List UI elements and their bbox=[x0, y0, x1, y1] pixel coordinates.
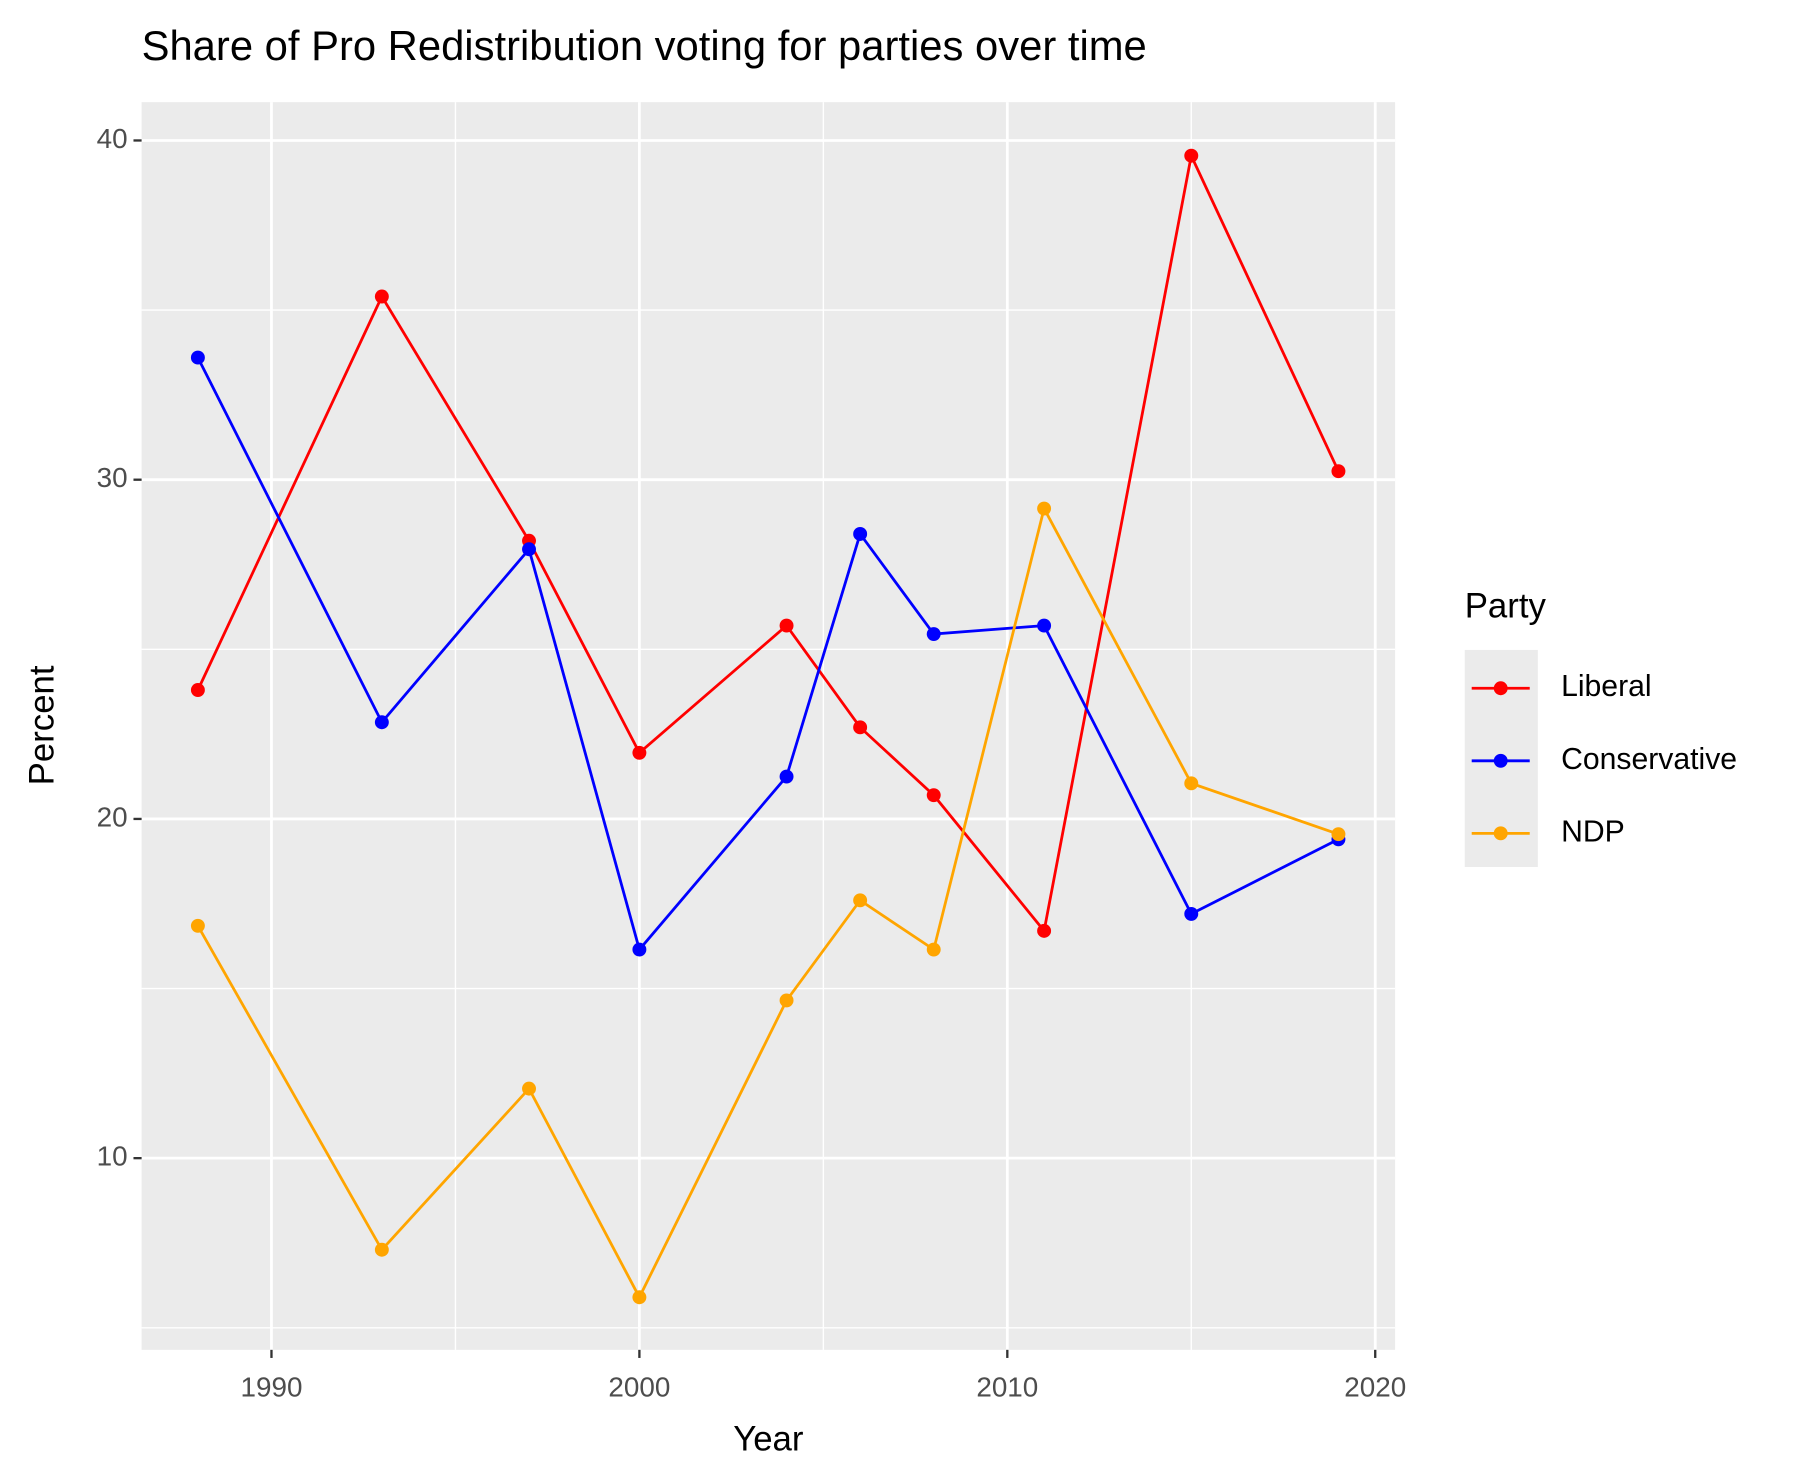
series-line bbox=[196, 151, 1340, 935]
data-point bbox=[374, 715, 389, 730]
data-point bbox=[1331, 464, 1346, 479]
data-point bbox=[926, 942, 941, 957]
x-tick-label: 2000 bbox=[608, 1372, 670, 1403]
data-point bbox=[1184, 776, 1199, 791]
data-point bbox=[1331, 827, 1346, 842]
panel-background bbox=[141, 102, 1396, 1350]
data-point bbox=[190, 683, 205, 697]
data-point bbox=[853, 527, 868, 541]
y-axis-title: Percent bbox=[22, 665, 61, 785]
data-point bbox=[190, 918, 205, 933]
data-point bbox=[779, 769, 794, 784]
data-point bbox=[1184, 148, 1199, 163]
data-point bbox=[926, 788, 941, 803]
data-point bbox=[779, 618, 794, 633]
data-point bbox=[522, 1081, 536, 1096]
data-point bbox=[632, 942, 647, 957]
data-point bbox=[1037, 618, 1052, 633]
x-tick-label: 1990 bbox=[240, 1372, 302, 1403]
y-tick-label: 10 bbox=[97, 1141, 128, 1172]
legend-key-point bbox=[1493, 826, 1508, 841]
data-point bbox=[632, 1290, 647, 1305]
y-tick-label: 20 bbox=[97, 801, 128, 832]
data-point bbox=[190, 350, 205, 365]
data-point bbox=[1037, 501, 1052, 516]
data-point bbox=[632, 745, 647, 760]
y-tick-label: 30 bbox=[97, 462, 128, 493]
legend-label: Liberal bbox=[1561, 670, 1652, 703]
legend-label: Conservative bbox=[1561, 743, 1737, 776]
legend-label: NDP bbox=[1561, 815, 1625, 848]
y-tick-label: 40 bbox=[97, 123, 128, 154]
legend-title: Party bbox=[1465, 586, 1547, 625]
x-tick-label: 2020 bbox=[1344, 1372, 1406, 1403]
x-tick-label: 2010 bbox=[976, 1372, 1038, 1403]
series-line bbox=[196, 356, 1340, 953]
data-point bbox=[374, 289, 389, 304]
data-point bbox=[1184, 906, 1199, 921]
legend-key-point bbox=[1493, 681, 1508, 696]
legend-key-point bbox=[1493, 753, 1508, 768]
data-point bbox=[853, 720, 868, 735]
data-point bbox=[1037, 923, 1052, 938]
data-point bbox=[853, 893, 868, 908]
data-point bbox=[374, 1242, 389, 1257]
series-line bbox=[196, 504, 1339, 1301]
x-axis-title: Year bbox=[733, 1420, 804, 1459]
data-point bbox=[926, 627, 941, 642]
chart-title: Share of Pro Redistribution voting for p… bbox=[142, 22, 1147, 69]
data-point bbox=[779, 993, 794, 1008]
data-point bbox=[522, 542, 536, 557]
